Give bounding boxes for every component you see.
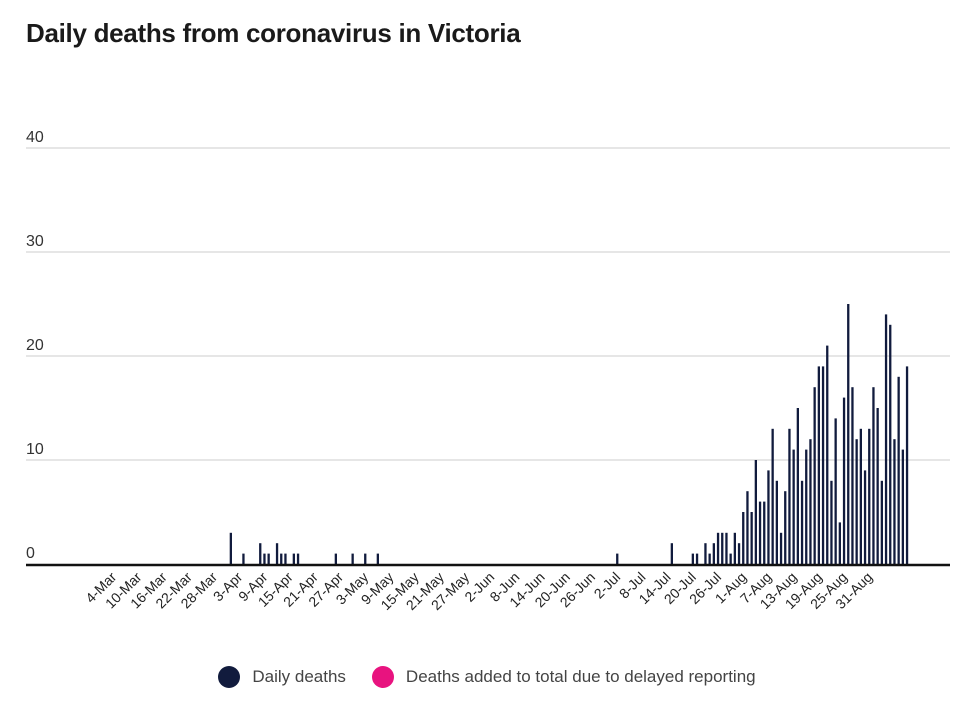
bar-daily-deaths (763, 501, 766, 564)
x-tick-label: 2-Jul (591, 569, 624, 602)
y-tick-label: 40 (26, 129, 44, 146)
bar-daily-deaths (746, 491, 749, 564)
bar-daily-deaths (872, 387, 875, 564)
bar-daily-deaths (712, 543, 715, 564)
bar-daily-deaths (847, 304, 850, 564)
bar-daily-deaths (779, 532, 783, 564)
bar-daily-deaths (275, 543, 279, 564)
bar-daily-deaths (733, 532, 736, 564)
bar-daily-deaths (229, 532, 232, 564)
bar-daily-deaths (834, 418, 837, 564)
bars (229, 304, 909, 564)
y-axis-ticks: 0 10 20 30 40 (26, 129, 44, 562)
y-tick-label: 20 (26, 337, 44, 354)
legend-swatch-daily-deaths (218, 666, 241, 688)
bar-daily-deaths (708, 553, 711, 564)
bar-daily-deaths (868, 428, 871, 564)
bar-daily-deaths (242, 553, 245, 564)
bar-daily-deaths (859, 428, 862, 564)
chart-plot: 0 10 20 30 40 4-Mar10-Mar16-Mar22-Mar28-Mar3… (26, 129, 950, 614)
bar-daily-deaths (805, 449, 808, 564)
bar-daily-deaths (296, 553, 300, 564)
gridlines (26, 147, 950, 461)
bar-daily-deaths (901, 449, 904, 564)
legend-item-delayed-reporting: Deaths added to total due to delayed rep… (371, 666, 756, 688)
bar-daily-deaths (884, 314, 888, 564)
bar-daily-deaths (754, 460, 757, 564)
bar-daily-deaths (259, 543, 262, 564)
bar-daily-deaths (889, 324, 892, 564)
legend: Daily deaths Deaths added to total due t… (0, 666, 974, 688)
bar-daily-deaths (725, 532, 728, 564)
chart-title: Daily deaths from coronavirus in Victori… (26, 18, 521, 48)
bar-daily-deaths (855, 439, 858, 564)
bar-daily-deaths (737, 543, 741, 564)
bar-daily-deaths (813, 387, 816, 564)
bar-daily-deaths (695, 553, 699, 564)
bar-daily-deaths (742, 512, 745, 564)
bar-daily-deaths (334, 553, 337, 564)
bar-daily-deaths (842, 397, 846, 564)
bar-daily-deaths (351, 553, 354, 564)
bar-daily-deaths (817, 366, 820, 564)
bar-daily-deaths (376, 553, 379, 564)
bar-daily-deaths (704, 543, 707, 564)
bar-daily-deaths (691, 553, 694, 564)
y-tick-label: 0 (26, 545, 35, 562)
x-axis-ticks: 4-Mar10-Mar16-Mar22-Mar28-Mar3-Apr9-Apr1… (82, 569, 875, 614)
legend-swatch-delayed-reporting (371, 666, 394, 688)
bar-daily-deaths (716, 532, 720, 564)
legend-label-daily-deaths: Daily deaths (252, 667, 346, 686)
bar-daily-deaths (784, 491, 787, 564)
y-tick-label: 30 (26, 233, 44, 250)
bar-daily-deaths (721, 532, 724, 564)
bar-daily-deaths (729, 553, 732, 564)
bar-daily-deaths (775, 480, 778, 564)
bar-daily-deaths (880, 480, 883, 564)
bar-daily-deaths (821, 366, 825, 564)
bar-daily-deaths (796, 408, 799, 564)
bar-daily-deaths (267, 553, 270, 564)
bar-daily-deaths (826, 345, 829, 564)
bar-daily-deaths (893, 439, 896, 564)
bar-daily-deaths (809, 439, 812, 564)
bar-daily-deaths (830, 480, 833, 564)
bar-daily-deaths (792, 449, 795, 564)
bar-daily-deaths (851, 387, 854, 564)
bar-daily-deaths (905, 366, 909, 564)
bar-daily-deaths (364, 553, 367, 564)
bar-daily-deaths (788, 428, 791, 564)
bar-daily-deaths (838, 522, 841, 564)
bar-daily-deaths (284, 553, 287, 564)
bar-daily-deaths (800, 480, 804, 564)
bar-daily-deaths (616, 553, 619, 564)
bar-daily-deaths (758, 501, 762, 564)
bar-daily-deaths (292, 553, 295, 564)
bar-daily-deaths (670, 543, 673, 564)
bar-daily-deaths (280, 553, 283, 564)
legend-item-daily-deaths: Daily deaths (218, 666, 346, 688)
bar-daily-deaths (263, 553, 266, 564)
bar-daily-deaths (771, 428, 774, 564)
bar-daily-deaths (897, 376, 900, 564)
bar-daily-deaths (876, 408, 879, 564)
y-tick-label: 10 (26, 441, 44, 458)
bar-daily-deaths (750, 512, 753, 564)
bar-daily-deaths (863, 470, 867, 564)
legend-label-delayed-reporting: Deaths added to total due to delayed rep… (405, 667, 756, 686)
bar-daily-deaths (767, 470, 770, 564)
